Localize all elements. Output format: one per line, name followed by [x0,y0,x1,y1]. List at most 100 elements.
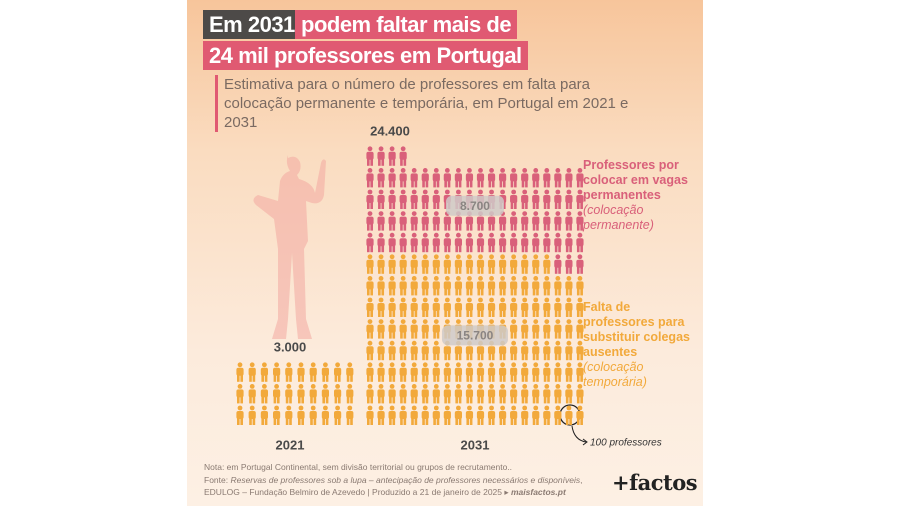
icon-head [323,405,328,411]
icon-body [443,216,451,225]
icon-body [421,216,429,225]
icon-head [566,362,572,368]
icon-leg [565,374,569,382]
icon-leg [433,331,436,339]
person-icon [499,297,507,317]
icon-leg [367,374,370,382]
icon-leg [469,223,473,231]
icon-leg [240,374,243,382]
person-icon [366,276,374,296]
icon-head [555,189,561,195]
icon-body [399,173,407,182]
icon-body [432,411,440,419]
icon-leg [444,310,447,317]
icon-head [511,276,517,281]
person-icon [487,384,496,404]
icon-leg [477,223,481,231]
icon-body [410,238,418,247]
icon-head [566,189,572,195]
icon-head [456,319,461,324]
icon-body [366,367,374,376]
icon-leg [514,180,517,188]
icon-leg [455,223,458,231]
person-icon [487,232,496,253]
icon-leg [389,288,392,296]
icon-leg [477,266,481,274]
icon-body [554,346,562,355]
icon-head [500,384,505,389]
icon-leg [264,396,268,404]
icon-leg [554,374,558,382]
icon-body [510,324,518,333]
icon-head [522,254,528,260]
icon-leg [525,374,528,382]
icon-head [335,362,340,368]
person-icon [454,384,462,404]
icon-head [400,146,406,152]
icon-head [422,276,428,281]
icon-body [499,259,507,268]
icon-head [389,384,395,389]
icon-leg [403,374,407,382]
person-icon [366,362,374,382]
icon-leg [400,202,403,209]
icon-head [444,168,450,173]
icon-head [478,189,483,195]
person-icon [410,232,418,253]
icon-leg [289,418,292,425]
icon-body [465,173,474,182]
icon-body [399,216,407,225]
icon-body [532,324,540,333]
icon-body [366,195,374,203]
person-icon [510,340,518,361]
person-icon [576,340,584,361]
icon-leg [547,288,550,296]
icon-head [367,405,373,411]
person-icon [273,405,281,425]
icon-body [421,346,429,355]
icon-head [335,384,340,389]
icon-body [532,238,540,247]
icon-body [410,216,418,225]
title-line: 24 mil professores em Portugal [203,41,528,70]
icon-body [554,411,562,419]
person-icon [499,168,507,188]
icon-leg [447,180,451,188]
person-icon [554,340,562,361]
icon-body [248,367,256,376]
icon-leg [411,202,414,209]
icon-leg [422,374,425,382]
person-icon [297,405,305,425]
icon-leg [433,266,436,274]
icon-body [532,411,540,419]
icon-head [467,254,472,260]
icon-leg [458,310,462,317]
icon-leg [558,266,561,274]
icon-head [367,297,373,303]
icon-leg [558,353,561,361]
icon-leg [447,353,451,361]
icon-head [422,254,428,260]
icon-leg [525,396,528,404]
icon-body [285,367,293,376]
icon-leg [536,266,539,274]
icon-leg [469,245,473,253]
icon-body [521,173,529,182]
person-icon [334,405,342,425]
icon-leg [554,310,558,317]
icon-leg [477,180,481,188]
icon-head [433,232,439,238]
icon-leg [425,202,429,209]
icon-leg [466,353,470,361]
icon-head [467,405,472,411]
icon-leg [370,374,373,382]
icon-leg [491,245,495,253]
icon-head [335,405,340,411]
icon-body [377,281,385,290]
icon-body [410,324,418,333]
person-icon [377,405,385,425]
person-icon [499,384,507,404]
icon-head [400,384,406,389]
icon-leg [580,374,583,382]
icon-body [443,238,451,247]
